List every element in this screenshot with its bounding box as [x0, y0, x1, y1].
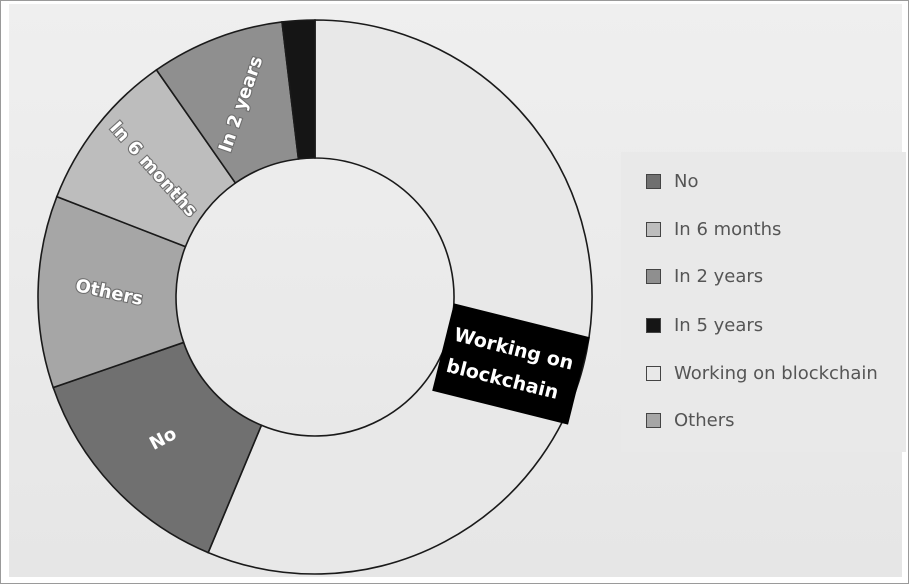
legend-swatch — [646, 317, 661, 333]
legend-item-in-6-months: In 6 months — [646, 217, 781, 241]
legend-item-no: No — [646, 169, 698, 193]
legend-label: In 5 years — [674, 314, 764, 336]
slice-others — [37, 195, 187, 389]
slice-no — [52, 341, 263, 554]
callout-working-on-blockchain: Working on blockchain — [432, 303, 590, 425]
legend-swatch — [646, 268, 661, 284]
legend-item-working-on-blockchain: Working on blockchain — [646, 361, 878, 385]
legend-label: No — [674, 170, 699, 192]
legend-label: In 2 years — [674, 265, 764, 287]
legend-item-in-2-years: In 2 years — [646, 264, 763, 288]
legend-swatch — [646, 221, 661, 237]
legend-item-in-5-years: In 5 years — [646, 313, 763, 337]
legend-swatch — [646, 412, 661, 428]
slice-working-on-blockchain — [207, 19, 593, 575]
slice-in-5-years — [281, 19, 316, 160]
callout-background — [432, 303, 590, 425]
chart-area: No Others In 6 months In 2 years Working on… — [9, 4, 906, 577]
legend: No In 6 months In 2 years In 5 years Wor… — [621, 152, 906, 452]
legend-label: In 6 months — [674, 218, 782, 240]
legend-swatch — [646, 365, 661, 381]
legend-label: Others — [674, 409, 735, 431]
legend-item-others: Others — [646, 408, 735, 432]
legend-label: Working on blockchain — [674, 362, 878, 384]
legend-swatch — [646, 173, 661, 189]
